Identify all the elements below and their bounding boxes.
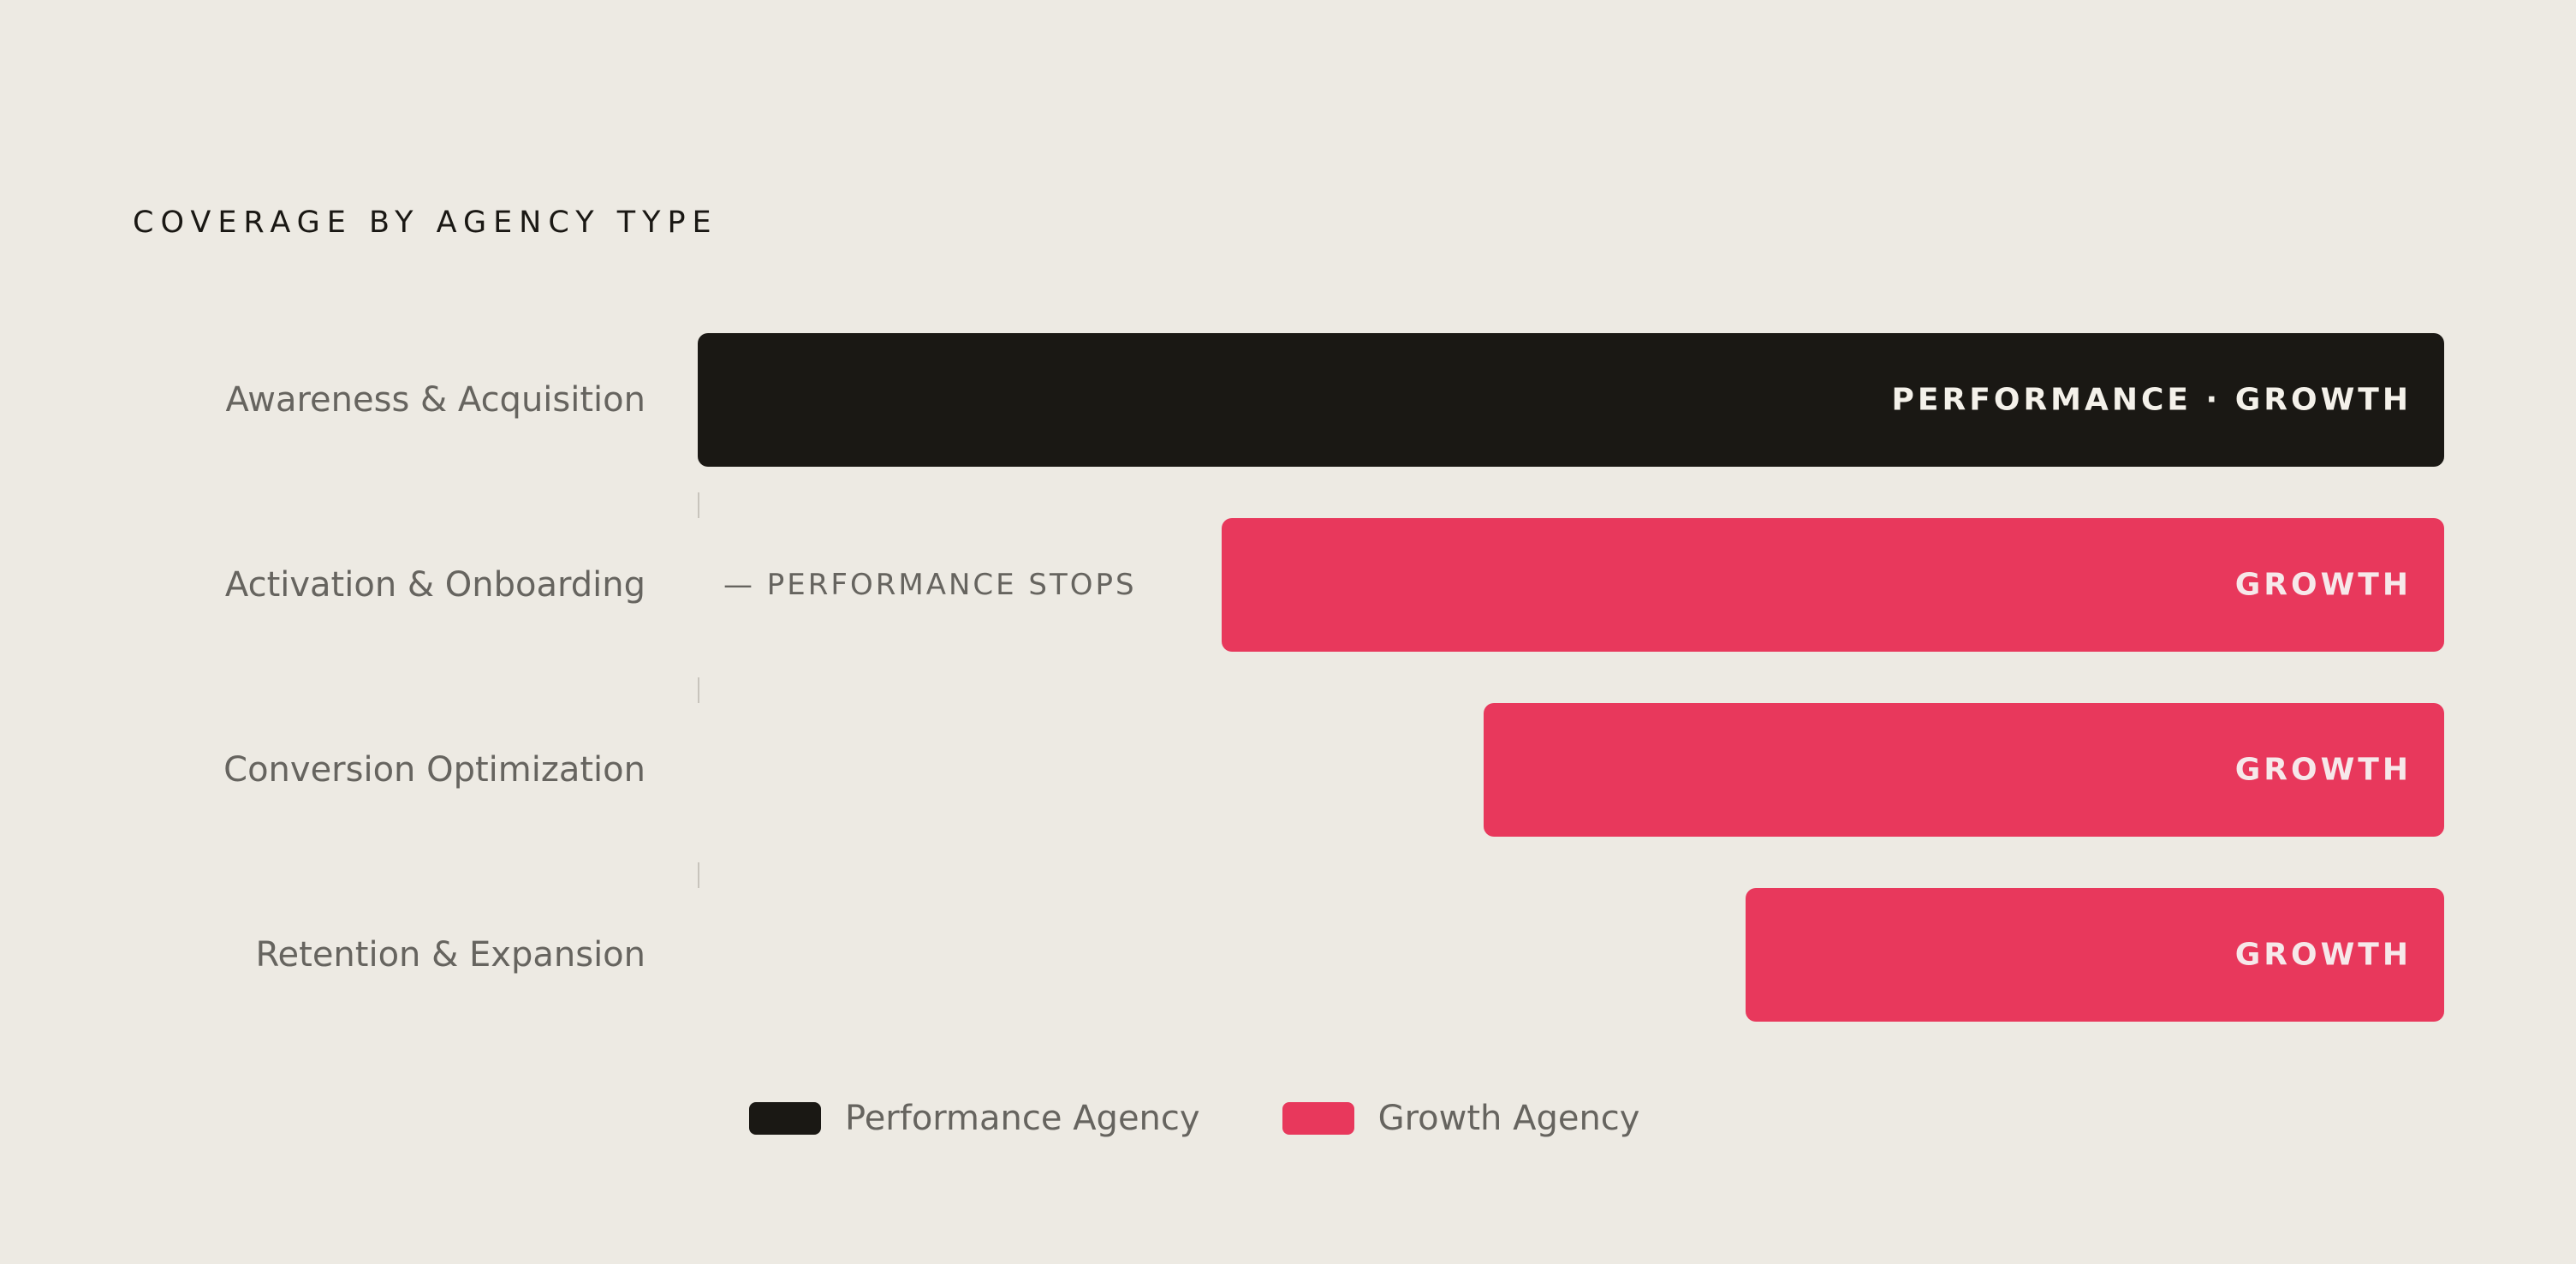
category-label-retention-and-expansion: Retention & Expansion	[255, 935, 645, 975]
legend-swatch-growth	[1282, 1102, 1354, 1135]
category-label-conversion-optimization: Conversion Optimization	[223, 750, 645, 790]
bar-activation-and-onboarding: GROWTH	[1222, 518, 2444, 652]
legend: Performance Agency Growth Agency	[749, 1099, 1722, 1138]
row-separator-tick	[698, 677, 699, 703]
bar-conversion-optimization: GROWTH	[1484, 703, 2444, 837]
bar-awareness-and-acquisition: PERFORMANCE · GROWTH	[698, 333, 2444, 467]
chart-title: COVERAGE BY AGENCY TYPE	[133, 206, 718, 240]
legend-item-growth: Growth Agency	[1282, 1099, 1640, 1138]
row-separator-tick	[698, 492, 699, 518]
bar-label-awareness-and-acquisition: PERFORMANCE · GROWTH	[1891, 382, 2412, 418]
bar-label-activation-and-onboarding: GROWTH	[2234, 567, 2412, 603]
row-separator-tick	[698, 862, 699, 888]
legend-label-performance: Performance Agency	[845, 1099, 1200, 1138]
legend-swatch-performance	[749, 1102, 821, 1135]
bar-retention-and-expansion: GROWTH	[1746, 888, 2444, 1022]
category-label-activation-and-onboarding: Activation & Onboarding	[224, 565, 645, 605]
legend-label-growth: Growth Agency	[1377, 1099, 1640, 1138]
legend-item-performance: Performance Agency	[749, 1099, 1200, 1138]
annotation-performance-stops: — PERFORMANCE STOPS	[723, 568, 1137, 602]
category-label-awareness-and-acquisition: Awareness & Acquisition	[225, 380, 646, 420]
bar-label-conversion-optimization: GROWTH	[2234, 752, 2412, 788]
bar-label-retention-and-expansion: GROWTH	[2234, 937, 2412, 973]
